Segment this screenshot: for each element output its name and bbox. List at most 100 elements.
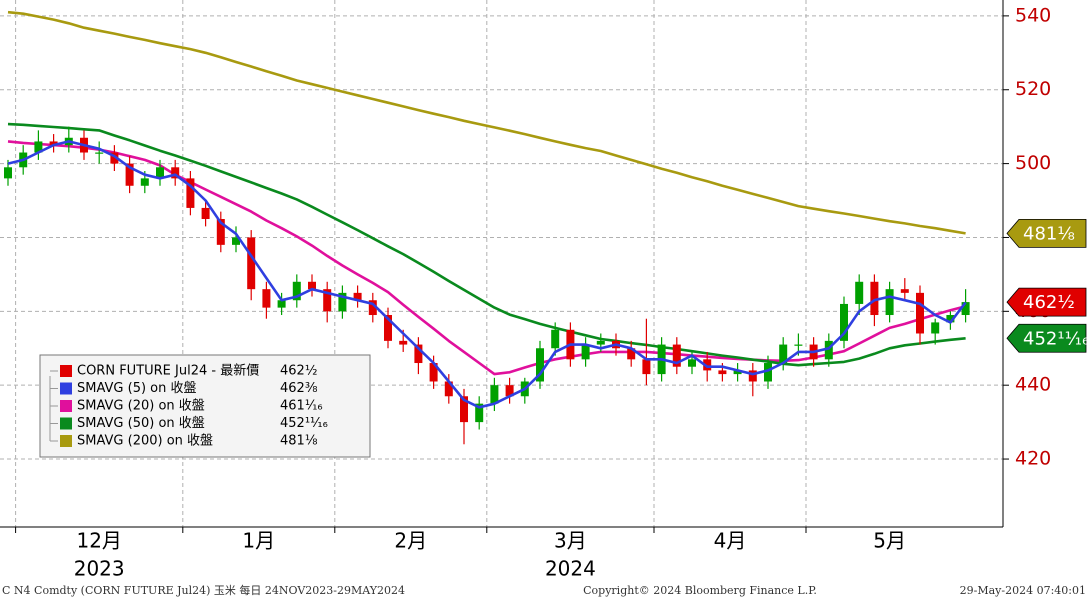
candle-body [186,178,195,208]
candle-body [824,340,833,360]
year-label: 2024 [545,557,596,581]
legend-label: SMAVG (200) on 收盤 [77,434,213,449]
candle-body [581,344,590,360]
legend-label: SMAVG (5) on 收盤 [77,381,197,396]
candle-body [475,403,484,423]
candle-body [34,141,43,153]
value-tag-label: 481⅛ [1023,223,1075,244]
candle-body [961,302,970,316]
candle-body [140,178,149,186]
ma-line [7,10,966,235]
plot [4,10,970,445]
candle-body [338,292,347,312]
x-tick-label: 3月 [554,529,587,553]
candle-body [946,315,955,323]
candle-body [627,348,636,360]
candle-body [4,167,12,179]
footer-right: 29-May-2024 07:40:01 [960,584,1086,597]
value-tag-label: 462½ [1023,292,1075,313]
candle-body [262,289,271,308]
candle-body [247,237,256,290]
legend-value: 462½ [280,364,317,379]
candle-body [551,329,560,349]
candle-body [779,344,788,364]
candle-body [460,396,468,423]
candle-body [110,152,119,164]
legend-swatch [60,382,72,395]
legend-swatch [60,400,72,412]
candle-body [505,385,514,397]
legend-box [39,354,371,458]
candle-body [703,359,712,371]
ma-line [7,140,967,409]
x-tick-label: 12月 [76,529,121,553]
grid [0,0,1003,527]
candle-body [764,363,772,382]
x-tick-label: 2月 [394,529,427,553]
candle-body [384,315,392,341]
y-tick-label: 540 [1015,4,1051,26]
candle-body [748,370,757,382]
value-tag [1006,323,1087,353]
candle-body [95,152,104,154]
candle-body [885,289,894,316]
legend-value: 452¹¹⁄₁₆ [280,416,328,431]
y-tick-label: 420 [1015,448,1051,470]
footer-left: C N4 Comdty (CORN FUTURE Jul24) 玉米 每日 24… [2,583,405,597]
ma-line [7,122,966,367]
candle-body [156,167,164,179]
candle-body [794,344,803,346]
candle-body [444,381,453,397]
legend-value: 481⅛ [280,434,318,449]
candle-body [596,340,605,345]
year-label: 2023 [74,557,125,581]
legend-value: 461¹⁄₁₆ [280,399,323,414]
candle-body [536,348,544,382]
legend-swatch [60,417,72,430]
candle-body [642,359,651,375]
x-tick-label: 1月 [242,529,275,553]
legend-swatch [60,365,72,377]
legend: CORN FUTURE Jul24 - 最新價 462½ SMAVG (5) on … [39,354,371,458]
candle-body [916,292,924,334]
value-tag [1006,287,1087,317]
candle-body [292,281,301,301]
candle-body [353,292,362,301]
y-tick-label: 500 [1015,152,1051,174]
candle-body [308,281,316,290]
candle-body [718,370,727,375]
footer-center: Copyright© 2024 Bloomberg Finance L.P. [583,584,817,597]
legend-value: 462⅜ [280,381,318,396]
y-tick-label: 440 [1015,374,1051,396]
x-tick-label: 4月 [714,529,747,553]
axes: 42044046048050052054012月20231月2月3月20244月… [15,4,1089,581]
candle-body [900,289,909,293]
candle-body [490,385,499,404]
candle-body [216,218,225,245]
candle-body [414,344,423,364]
candle-body [931,322,940,334]
x-tick-label: 5月 [873,529,906,553]
candle-body [840,303,848,341]
candle-body [672,344,681,367]
value-tag-label: 452¹¹⁄₁₆ [1023,328,1089,349]
candle-body [277,300,286,308]
candle-body [399,340,408,345]
ma-line [7,140,966,376]
candle-body [323,289,332,312]
legend-label: SMAVG (50) on 收盤 [77,416,205,431]
candle-body [688,359,696,367]
candle-body [49,141,58,146]
legend-label: SMAVG (20) on 收盤 [77,399,205,414]
y-tick-label: 520 [1015,78,1051,100]
candle-body [855,281,864,304]
candle-body [733,370,742,375]
candle-body [429,363,438,382]
candle-body [201,207,210,219]
legend-label: CORN FUTURE Jul24 - 最新價 [77,363,259,379]
value-tag [1006,219,1087,248]
candle-body [870,281,879,316]
legend-swatch [60,435,72,447]
candle-body [232,237,240,245]
